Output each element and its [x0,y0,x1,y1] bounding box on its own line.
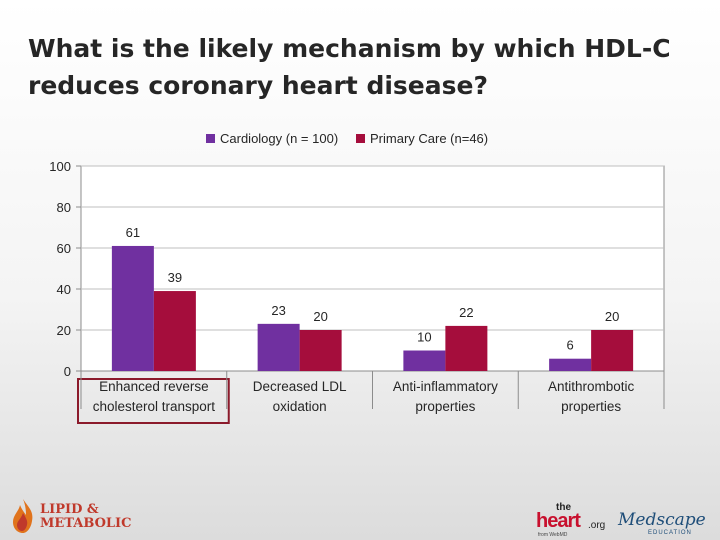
data-label: 39 [168,270,182,285]
bar [153,291,196,371]
bar [299,330,342,371]
data-label: 22 [459,305,473,320]
x-axis: Enhanced reverse cholesterol transport Dec… [77,371,665,424]
x-tick-label: oxidation [273,399,327,414]
lipid-metabolic-logo: LIPID & METABOLIC [10,497,160,537]
chart-legend: Cardiology (n = 100) Primary Care (n=46) [206,131,488,146]
theheart-logo-sub: from WebMD [538,532,568,538]
chart-bars: 61 39 23 20 10 22 6 20 [111,225,634,371]
x-tick-label: Enhanced reverse [99,379,209,394]
legend-swatch [206,134,215,143]
bar-chart: Cardiology (n = 100) Primary Care (n=46) … [49,131,665,424]
highlight-box [77,378,230,424]
x-tick-label: properties [561,399,621,414]
x-tick-label: Decreased LDL [253,379,347,394]
x-tick-label: Antithrombotic [548,379,635,394]
flame-icon [13,499,33,533]
y-tick-label: 0 [64,364,71,379]
y-tick-label: 20 [57,323,71,338]
x-tick-label: cholesterol transport [93,399,216,414]
legend-swatch [356,134,365,143]
bar [257,323,300,371]
partner-logos: the heart .org from WebMD Medscape EDUCA… [536,502,716,540]
data-label: 20 [313,309,327,324]
legend-label: Cardiology (n = 100) [220,131,338,146]
y-tick-label: 100 [49,159,71,174]
logo-line-2: METABOLIC [40,516,132,531]
x-tick-label: properties [415,399,475,414]
y-tick-label: 40 [57,282,71,297]
bar [111,245,154,371]
data-label: 20 [605,309,619,324]
legend-label: Primary Care (n=46) [370,131,488,146]
x-tick-label: Anti-inflammatory [393,379,498,394]
y-tick-label: 80 [57,200,71,215]
data-label: 23 [271,303,285,318]
bar [591,330,634,371]
data-label: 10 [417,330,431,345]
theheart-logo-org: .org [588,520,606,531]
logo-line-1: LIPID & [40,502,99,517]
slide-title: What is the likely mechanism by which HD… [28,34,671,100]
medscape-logo: Medscape [618,510,706,530]
bar [403,350,446,371]
bar [445,325,488,371]
y-axis: 0 20 40 60 80 100 [49,159,81,379]
y-tick-label: 60 [57,241,71,256]
theheart-logo-the: the [556,502,571,513]
bar [549,358,592,371]
data-label: 61 [126,225,140,240]
data-label: 6 [567,338,574,353]
medscape-logo-sub: EDUCATION [648,530,692,536]
theheart-logo: heart [536,510,581,532]
